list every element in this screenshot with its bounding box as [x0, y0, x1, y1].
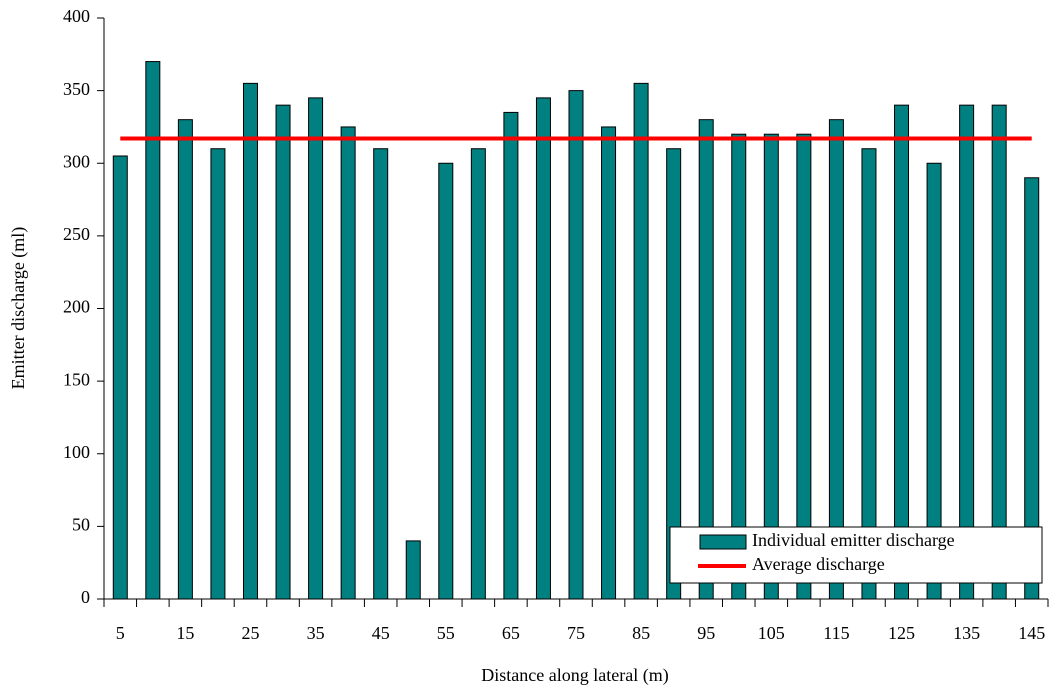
bar — [242, 82, 258, 600]
bar — [112, 155, 128, 600]
x-tick-label: 25 — [241, 623, 259, 643]
legend-label: Average discharge — [752, 554, 885, 574]
bar — [959, 104, 975, 600]
x-tick-label: 45 — [372, 623, 390, 643]
x-tick-label: 115 — [823, 623, 849, 643]
y-tick-label: 400 — [63, 6, 90, 26]
legend-label: Individual emitter discharge — [752, 530, 955, 550]
bar — [373, 148, 389, 600]
bar — [210, 148, 226, 600]
bar — [535, 97, 551, 600]
bar — [308, 97, 324, 600]
x-tick-label: 145 — [1018, 623, 1045, 643]
x-tick-label: 85 — [632, 623, 650, 643]
bar — [601, 126, 617, 600]
x-axis-title: Distance along lateral (m) — [481, 665, 668, 686]
x-tick-label: 125 — [888, 623, 915, 643]
bar — [177, 119, 193, 600]
bar — [438, 162, 454, 600]
x-tick-label: 15 — [176, 623, 194, 643]
x-tick-label: 105 — [758, 623, 785, 643]
bar — [894, 104, 910, 600]
y-tick-label: 0 — [81, 587, 90, 607]
y-axis-title: Emitter discharge (ml) — [8, 227, 29, 390]
bar — [568, 90, 584, 600]
bar — [405, 540, 421, 600]
bar — [991, 104, 1007, 600]
bar — [470, 148, 486, 600]
x-tick-label: 35 — [307, 623, 325, 643]
x-tick-label: 135 — [953, 623, 980, 643]
legend-swatch — [699, 534, 747, 550]
y-tick-label: 350 — [63, 79, 90, 99]
y-tick-label: 300 — [63, 151, 90, 171]
bar — [340, 126, 356, 600]
bar — [633, 82, 649, 600]
x-tick-label: 65 — [502, 623, 520, 643]
bar — [275, 104, 291, 600]
x-tick-label: 95 — [697, 623, 715, 643]
y-tick-label: 250 — [63, 224, 90, 244]
x-tick-label: 55 — [437, 623, 455, 643]
bar — [503, 111, 519, 600]
x-tick-label: 5 — [116, 623, 125, 643]
y-tick-label: 150 — [63, 369, 90, 389]
y-tick-label: 200 — [63, 297, 90, 317]
y-tick-label: 100 — [63, 442, 90, 462]
y-tick-label: 50 — [72, 515, 90, 535]
bar — [145, 61, 161, 600]
x-tick-label: 75 — [567, 623, 585, 643]
